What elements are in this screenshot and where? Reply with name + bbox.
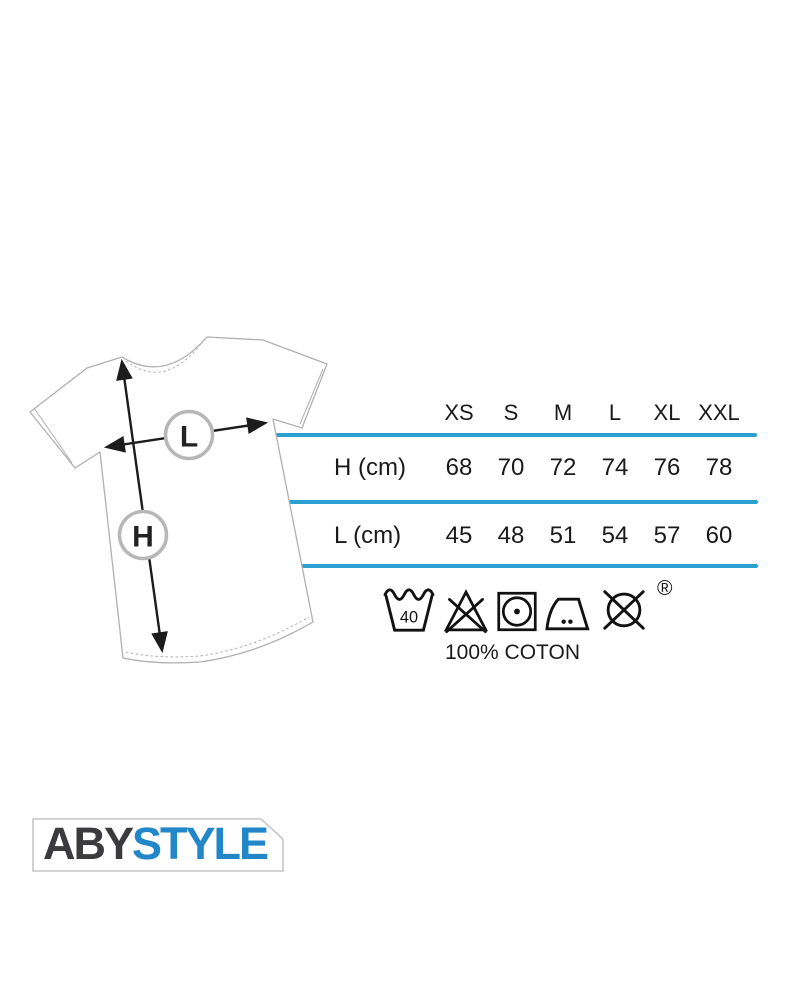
size-header-s: S xyxy=(503,400,519,425)
size-header-l: L xyxy=(608,400,622,425)
height-value-l: 74 xyxy=(601,454,629,481)
height-value-xl: 76 xyxy=(653,454,681,481)
width-value-xs: 45 xyxy=(445,522,473,549)
row-label-height: H (cm) xyxy=(334,454,406,481)
logo-text-style: STYLE xyxy=(132,817,269,869)
height-label-badge xyxy=(117,509,169,561)
table-row-width: L (cm) 45 48 51 54 57 60 xyxy=(330,521,758,551)
header-spacer xyxy=(330,399,433,426)
width-label-badge xyxy=(163,409,215,461)
tshirt-body-outline xyxy=(29,336,328,664)
size-header-xl: XL xyxy=(653,400,681,425)
wash-temperature-label: 40 xyxy=(400,608,418,626)
width-value-xl: 57 xyxy=(653,522,681,549)
logo-text-aby: ABY xyxy=(43,817,134,869)
height-arrow xyxy=(116,358,168,654)
table-rule-top xyxy=(276,433,757,437)
logo-text: ABYSTYLE xyxy=(43,817,269,870)
height-value-s: 70 xyxy=(497,454,525,481)
logo-frame xyxy=(32,818,284,872)
size-header-xs: XS xyxy=(444,400,474,425)
width-value-l: 54 xyxy=(601,522,629,549)
height-value-xxl: 78 xyxy=(705,454,733,481)
table-rule-bottom xyxy=(299,564,758,568)
table-rule-middle xyxy=(287,500,758,504)
iron-icon xyxy=(545,597,590,631)
material-label: 100% COTON xyxy=(445,641,580,664)
width-value-xxl: 60 xyxy=(705,522,733,549)
wash-40-icon: 40 xyxy=(383,588,435,632)
left-cuff-line xyxy=(33,407,73,464)
height-value-m: 72 xyxy=(549,454,577,481)
table-row-height: H (cm) 68 70 72 74 76 78 xyxy=(330,453,758,483)
do-not-bleach-icon xyxy=(443,589,489,634)
size-header-row: XS S M L XL XXL xyxy=(330,399,758,426)
row-label-width: L (cm) xyxy=(334,522,402,549)
height-label: H xyxy=(132,521,154,554)
height-value-xs: 68 xyxy=(445,454,473,481)
care-symbols-row: 40 ® xyxy=(382,578,672,634)
registered-trademark: ® xyxy=(657,577,673,600)
size-header-xxl: XXL xyxy=(698,400,740,425)
width-label: L xyxy=(180,421,198,454)
width-value-s: 48 xyxy=(497,522,525,549)
size-header-m: M xyxy=(553,400,573,425)
brand-logo: ABYSTYLE xyxy=(32,818,284,872)
tumble-dry-icon xyxy=(497,591,537,632)
width-value-m: 51 xyxy=(549,522,577,549)
right-cuff-line xyxy=(299,368,324,425)
hem-stitch-line xyxy=(125,616,310,658)
tshirt-diagram: L H xyxy=(8,328,340,676)
do-not-dryclean-icon xyxy=(603,590,645,630)
tshirt-outline-svg: L H xyxy=(29,336,328,664)
